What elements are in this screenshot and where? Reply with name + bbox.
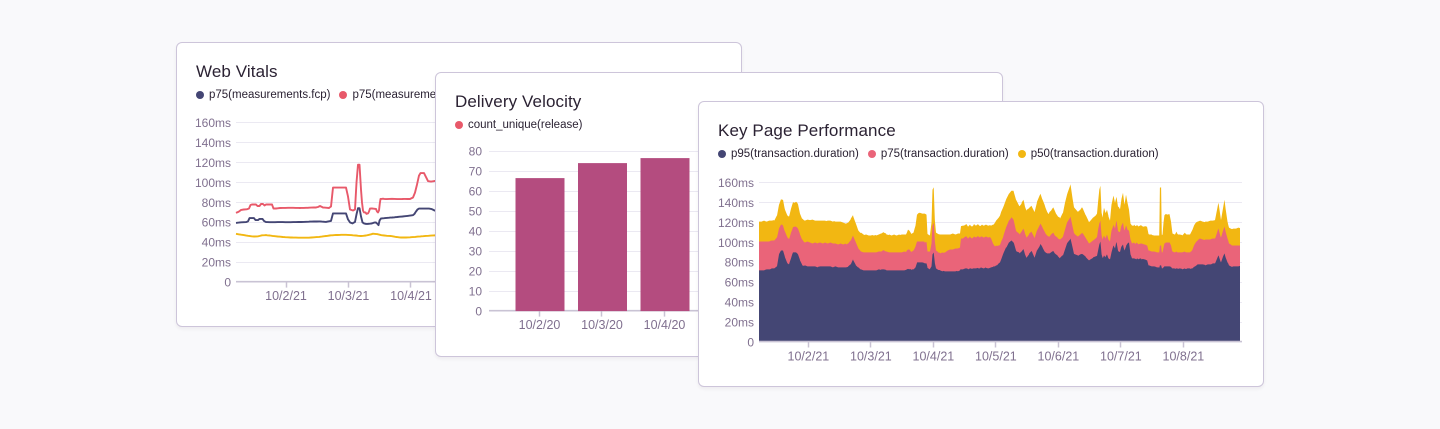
svg-text:60ms: 60ms [202,216,231,230]
svg-text:10: 10 [469,284,483,298]
svg-text:100ms: 100ms [195,176,231,190]
svg-text:10/7/21: 10/7/21 [1100,350,1142,364]
svg-text:40ms: 40ms [725,296,754,310]
svg-text:50: 50 [469,204,483,218]
svg-text:60ms: 60ms [725,276,754,290]
svg-text:160ms: 160ms [718,176,754,190]
svg-text:20ms: 20ms [725,315,754,329]
svg-text:0: 0 [747,335,754,349]
svg-text:80: 80 [469,144,483,158]
svg-text:100ms: 100ms [718,236,754,250]
svg-text:20ms: 20ms [202,256,231,270]
svg-text:140ms: 140ms [195,136,231,150]
svg-text:140ms: 140ms [718,196,754,210]
svg-text:10/3/21: 10/3/21 [850,350,892,364]
svg-text:30: 30 [469,244,483,258]
svg-text:0: 0 [224,275,231,289]
svg-text:10/2/21: 10/2/21 [788,350,830,364]
svg-text:70: 70 [469,164,483,178]
svg-text:10/4/20: 10/4/20 [644,318,686,332]
svg-text:10/2/20: 10/2/20 [519,318,561,332]
svg-text:10/6/21: 10/6/21 [1038,350,1080,364]
svg-text:0: 0 [475,304,482,318]
svg-text:10/3/21: 10/3/21 [328,289,370,303]
svg-text:10/2/21: 10/2/21 [265,289,307,303]
svg-text:10/8/21: 10/8/21 [1163,350,1205,364]
svg-text:10/4/21: 10/4/21 [390,289,432,303]
svg-text:20: 20 [469,264,483,278]
svg-text:60: 60 [469,184,483,198]
svg-text:120ms: 120ms [718,216,754,230]
svg-text:40ms: 40ms [202,236,231,250]
svg-text:10/3/20: 10/3/20 [581,318,623,332]
svg-text:160ms: 160ms [195,116,231,130]
svg-text:80ms: 80ms [202,196,231,210]
svg-text:10/4/21: 10/4/21 [913,350,955,364]
svg-text:80ms: 80ms [725,256,754,270]
svg-text:10/5/21: 10/5/21 [975,350,1017,364]
svg-text:120ms: 120ms [195,156,231,170]
svg-text:40: 40 [469,224,483,238]
